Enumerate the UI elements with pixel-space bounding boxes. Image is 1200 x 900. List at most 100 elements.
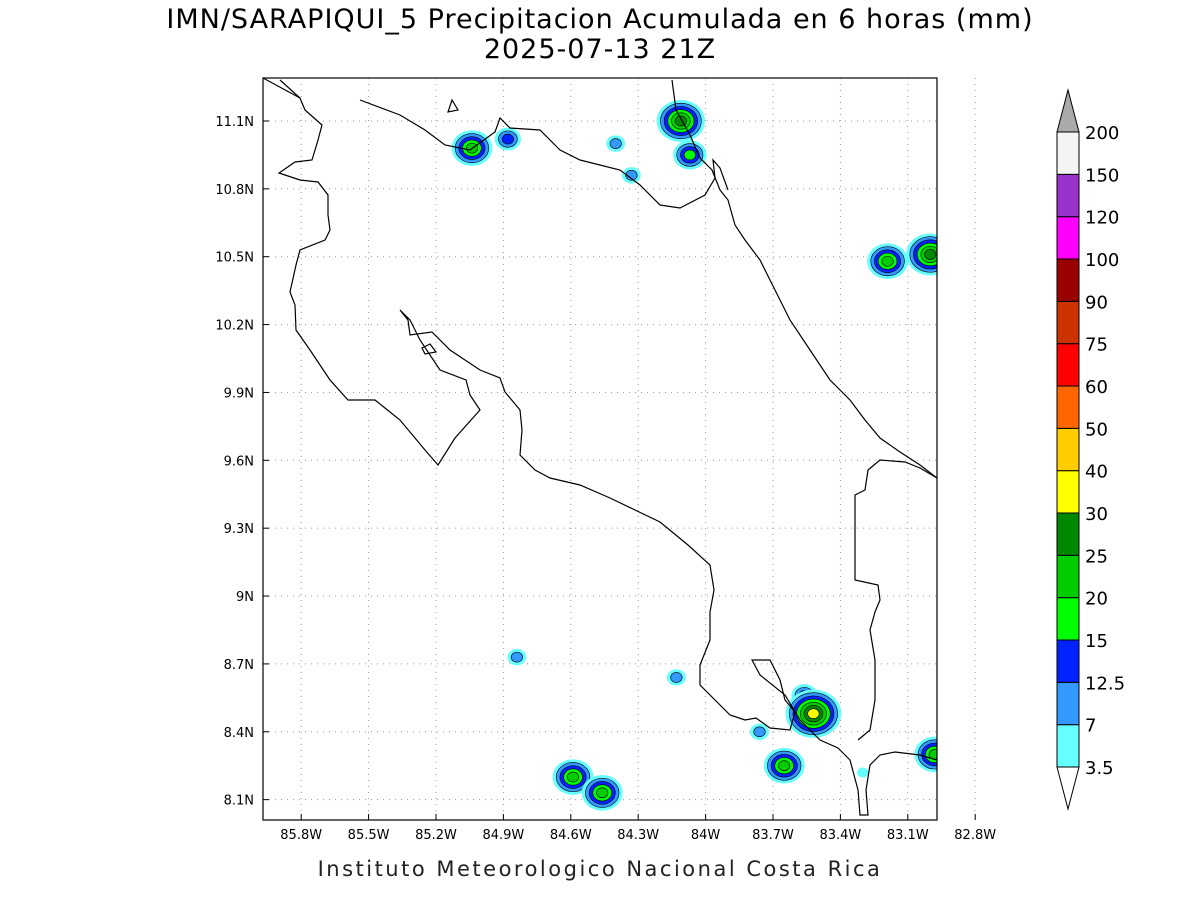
- color-legend: 3.5 7 12.5 15 20 25 30 40 50 60 75 90 100 120 150 200: [1056, 88, 1125, 811]
- precip-cell: [673, 140, 707, 170]
- legend-arrow-max: [1056, 88, 1080, 133]
- coastline-layer: [263, 78, 937, 816]
- legend-swatch: [1056, 173, 1080, 218]
- precip-contour: [807, 708, 820, 719]
- precip-cell: [857, 767, 869, 778]
- legend-swatch: [1056, 427, 1080, 472]
- precip-cell: [763, 747, 805, 784]
- lon-tick-label: 84W: [691, 828, 721, 843]
- legend-level-label: 50: [1085, 419, 1108, 440]
- lat-tick-label: 9N: [236, 590, 254, 605]
- lon-tick-label: 83.4W: [819, 828, 861, 843]
- legend-level-label: 90: [1085, 292, 1108, 313]
- map-frame: [262, 77, 938, 821]
- lon-tick-label: 83.7W: [752, 828, 794, 843]
- lat-tick-label: 8.1N: [224, 794, 254, 809]
- legend-level-label: 7: [1085, 716, 1096, 737]
- precip-cell: [552, 759, 594, 795]
- legend-swatch: [1056, 681, 1080, 726]
- legend-level-label: 60: [1085, 377, 1108, 398]
- legend-swatch: [1056, 343, 1080, 387]
- legend-swatch: [1056, 639, 1080, 683]
- precip-contour: [609, 138, 622, 149]
- legend-swatch: [1056, 216, 1080, 260]
- grid-lines: [263, 78, 976, 820]
- lat-tick-label: 10.5N: [215, 251, 254, 266]
- lon-tick-label: 84.6W: [550, 828, 592, 843]
- legend-swatch: [1056, 385, 1080, 429]
- legend-swatch: [1056, 131, 1080, 175]
- chart-subtitle: 2025-07-13 21Z: [483, 34, 717, 65]
- precip-contour: [501, 133, 514, 145]
- precip-cell: [867, 243, 909, 280]
- legend-swatch: [1056, 470, 1080, 514]
- lat-tick-label: 8.7N: [224, 658, 254, 673]
- precip-contour: [566, 771, 580, 783]
- legend-swatch: [1056, 597, 1080, 641]
- precip-contour: [683, 149, 696, 161]
- lat-tick-label: 10.8N: [215, 183, 254, 198]
- legend-level-label: 20: [1085, 589, 1108, 610]
- precip-contour: [510, 651, 523, 663]
- precip-cell: [785, 689, 842, 738]
- latitude-tick-labels: 11.1N 10.8N 10.5N 10.2N 9.9N 9.6N 9.3N 9N 8.7N 8.…: [215, 115, 254, 809]
- footer-credit: Instituto Meteorologico Nacional Costa R…: [317, 857, 883, 881]
- lat-tick-label: 10.2N: [215, 319, 254, 334]
- legend-level-label: 75: [1085, 335, 1108, 356]
- precip-cell: [750, 723, 769, 740]
- pacific-coastline: [277, 79, 937, 816]
- precip-contour: [670, 672, 683, 683]
- legend-level-label: 3.5: [1085, 758, 1114, 779]
- precip-cell: [622, 167, 641, 184]
- legend-swatch: [1056, 724, 1080, 768]
- lon-tick-label: 83.1W: [887, 828, 929, 843]
- lat-tick-label: 11.1N: [215, 115, 254, 130]
- lat-tick-label: 9.9N: [224, 386, 254, 401]
- precip-contour: [924, 249, 937, 260]
- precip-cell: [581, 775, 623, 811]
- precip-contour: [753, 726, 766, 738]
- legend-level-label: 120: [1085, 208, 1119, 229]
- lon-tick-label: 84.3W: [617, 828, 659, 843]
- legend-level-label: 150: [1085, 165, 1119, 186]
- caribbean-coastline: [671, 79, 937, 479]
- legend-level-label: 25: [1085, 546, 1108, 567]
- legend-arrow-min: [1056, 766, 1080, 811]
- precip-cell: [666, 669, 686, 686]
- precip-contour: [778, 760, 791, 772]
- legend-level-label: 100: [1085, 250, 1119, 271]
- precip-cell: [656, 99, 706, 142]
- precip-contour: [881, 255, 894, 267]
- legend-swatch: [1056, 512, 1080, 556]
- lat-tick-label: 8.4N: [224, 726, 254, 741]
- lat-tick-label: 9.6N: [224, 454, 254, 469]
- precip-contour: [857, 767, 869, 778]
- legend-level-label: 200: [1085, 123, 1119, 144]
- lon-tick-label: 85.8W: [280, 828, 322, 843]
- precip-cell: [507, 648, 527, 666]
- lon-tick-label: 82.8W: [954, 828, 996, 843]
- axis-ticks: [263, 120, 976, 820]
- island-outline: [421, 98, 459, 355]
- legend-level-label: 12.5: [1085, 673, 1125, 694]
- lon-tick-label: 85.5W: [348, 828, 390, 843]
- precipitation-layer: [451, 99, 937, 811]
- legend-swatch: [1056, 258, 1080, 302]
- precip-contour: [674, 115, 687, 127]
- lat-tick-label: 9.3N: [224, 522, 254, 537]
- legend-level-label: 30: [1085, 504, 1108, 525]
- precip-cell: [494, 127, 521, 151]
- panama-border: [854, 459, 937, 741]
- lon-tick-label: 84.9W: [482, 828, 524, 843]
- legend-swatch: [1056, 300, 1080, 345]
- legend-level-label: 15: [1085, 631, 1108, 652]
- precip-contour: [596, 787, 609, 799]
- precip-cell: [906, 233, 937, 276]
- longitude-tick-labels: 85.8W 85.5W 85.2W 84.9W 84.6W 84.3W 84W 83.7W 83…: [280, 828, 996, 843]
- precip-cell: [606, 135, 626, 152]
- lon-tick-label: 85.2W: [415, 828, 457, 843]
- precip-contour: [625, 169, 638, 181]
- legend-level-label: 40: [1085, 462, 1108, 483]
- legend-swatch: [1056, 554, 1080, 599]
